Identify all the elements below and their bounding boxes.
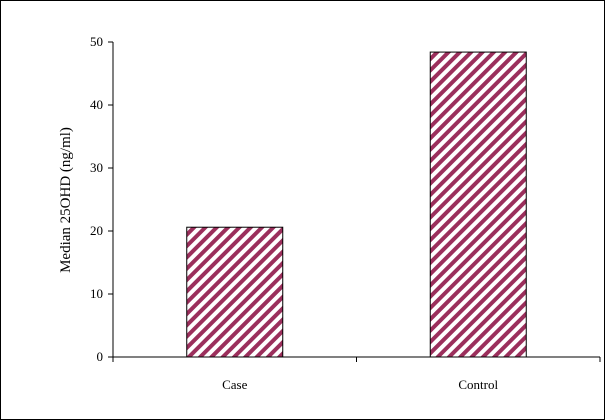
y-tick-label: 20 bbox=[90, 223, 103, 238]
bar-control bbox=[429, 51, 527, 358]
y-axis-title: Median 25OHD (ng/ml) bbox=[58, 127, 74, 273]
y-tick-label: 30 bbox=[90, 160, 103, 175]
y-tick-label: 10 bbox=[90, 286, 103, 301]
y-tick-label: 0 bbox=[97, 349, 104, 364]
y-tick-label: 50 bbox=[90, 34, 103, 49]
x-tick-label: Control bbox=[458, 377, 498, 392]
bar-case bbox=[186, 226, 284, 358]
x-tick-label: Case bbox=[222, 377, 248, 392]
y-tick-label: 40 bbox=[90, 97, 103, 112]
